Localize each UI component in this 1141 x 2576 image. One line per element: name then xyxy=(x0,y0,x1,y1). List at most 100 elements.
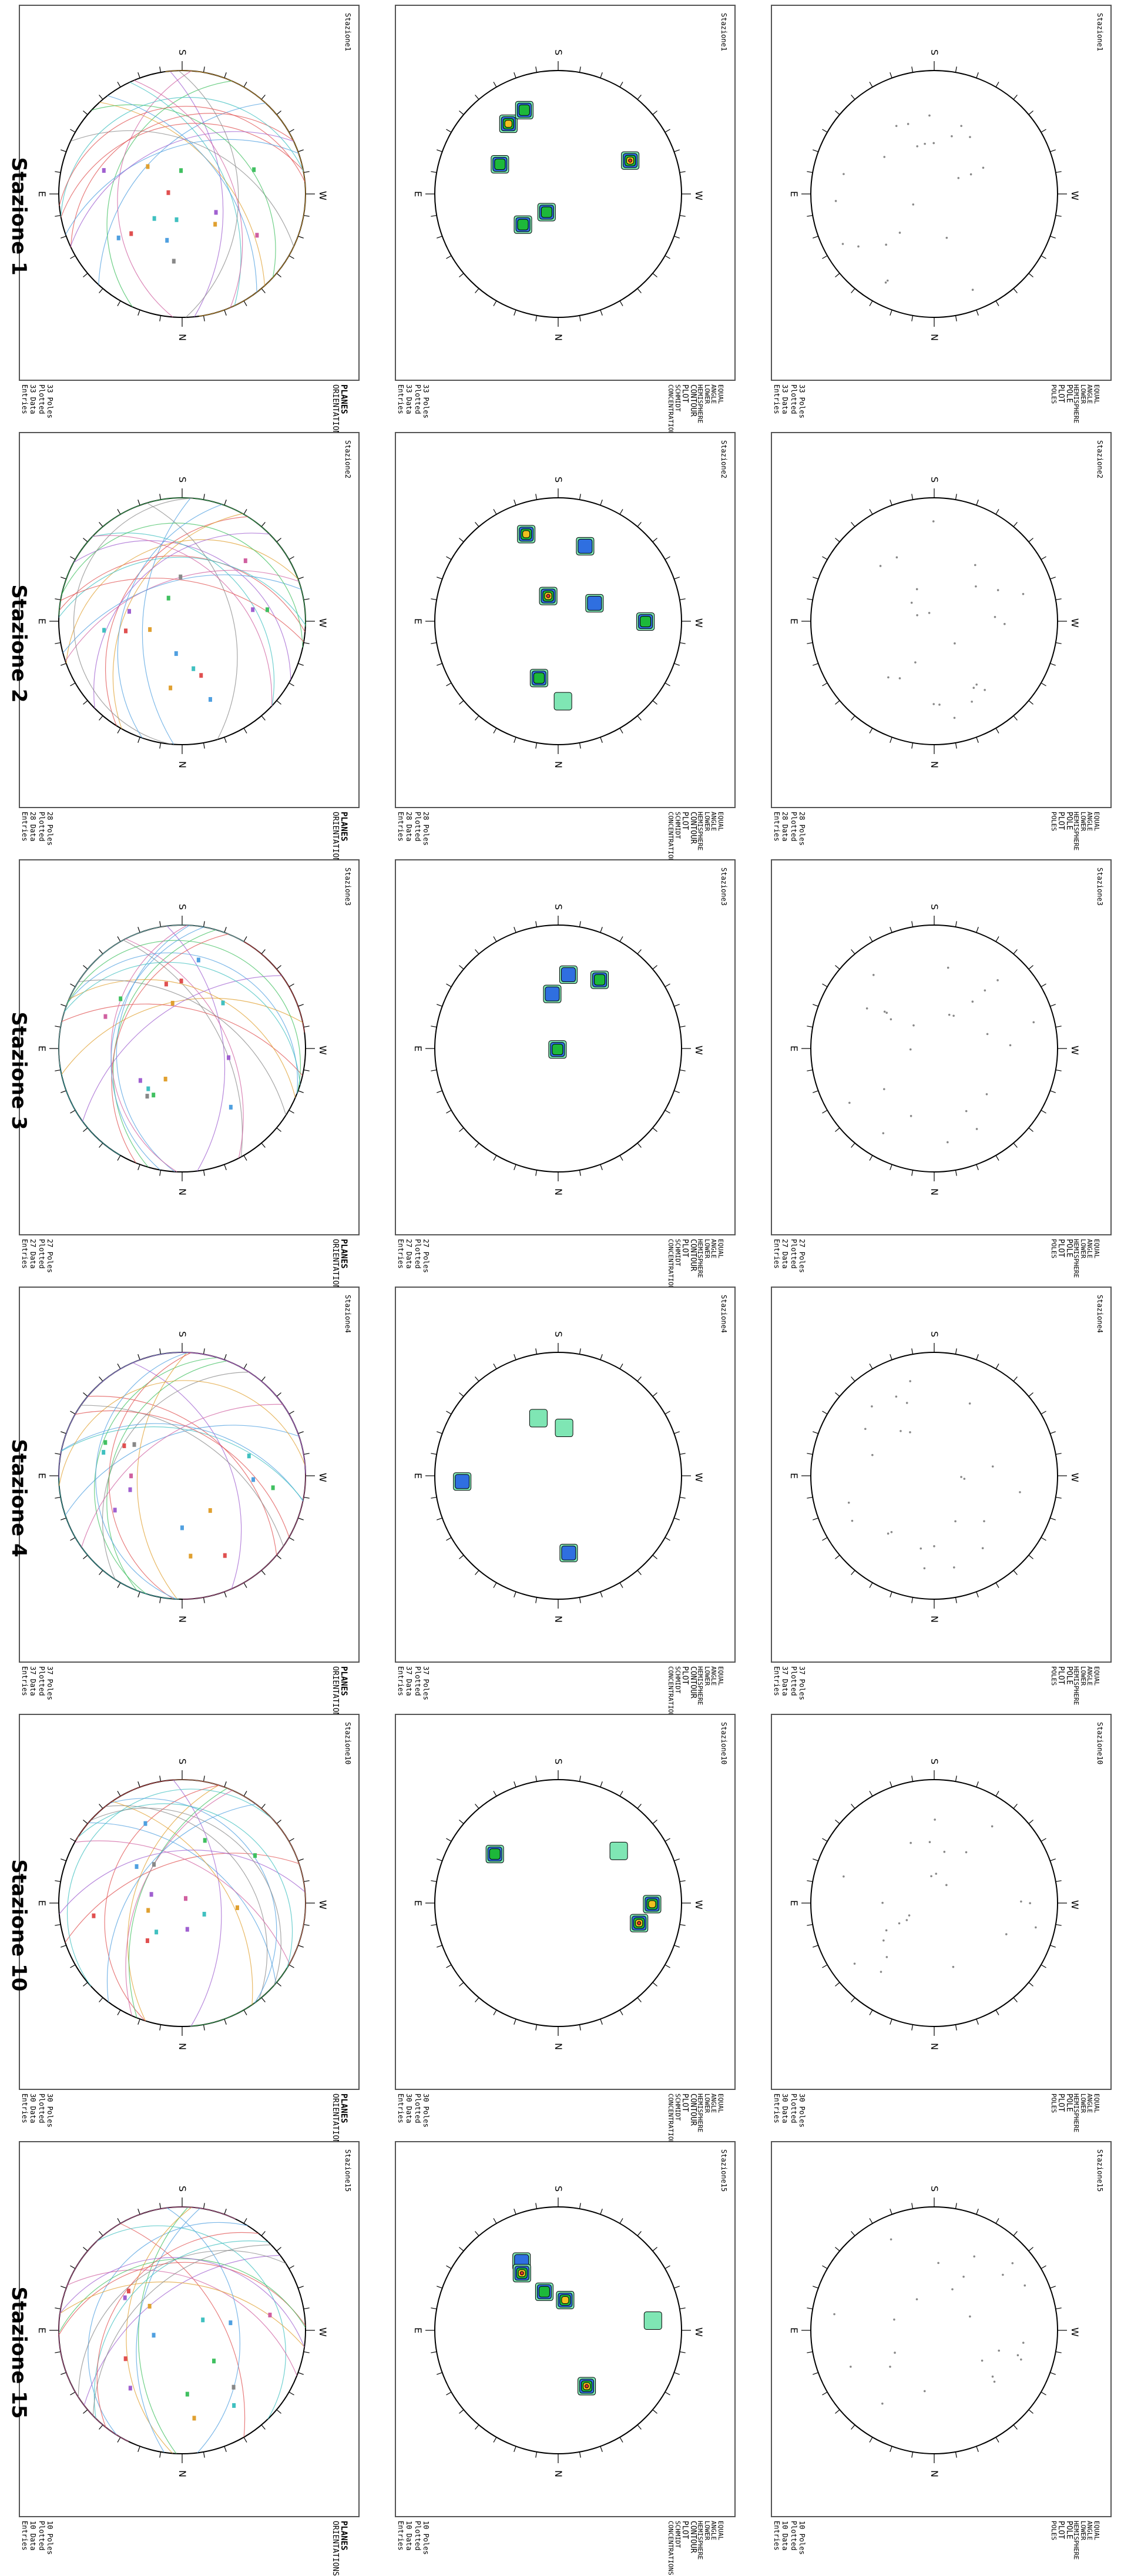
pole-point xyxy=(935,1872,938,1875)
planes-footer: 33 Poles Plotted 33 Data Entries xyxy=(20,384,54,426)
pole-point xyxy=(834,200,837,202)
pole-point xyxy=(1020,1900,1022,1903)
pole-panel: N S E W Stazione4 xyxy=(771,1287,1112,1663)
pole-point xyxy=(1023,2284,1026,2287)
compass-n-label: N xyxy=(177,2043,188,2050)
station-label: Stazione4 xyxy=(344,1295,352,1333)
pole-point xyxy=(984,689,986,691)
plane-pole-marker xyxy=(189,1553,193,1559)
compass-n-label: N xyxy=(929,334,940,341)
great-circle xyxy=(102,1372,250,1580)
contour-plot-line2: LOWER HEMISPHERE xyxy=(696,812,711,851)
pole-plot-line1: EQUAL ANGLE xyxy=(1086,384,1100,404)
compass-e-label: E xyxy=(36,191,48,197)
planes-plot-title: PLANES xyxy=(339,2093,348,2123)
pole-point xyxy=(885,1011,888,1014)
station-label: Stazione1 xyxy=(344,13,352,51)
contour-legend: EQUAL ANGLE LOWER HEMISPHERE CONTOUR PLOT S… xyxy=(667,384,724,439)
plane-pole-marker xyxy=(103,1014,108,1019)
pole-point xyxy=(843,173,845,175)
pole-footer: 28 Poles Plotted 28 Data Entries xyxy=(772,812,806,853)
great-circle xyxy=(66,940,301,1093)
poles-plotted: 37 Poles Plotted xyxy=(413,1666,430,1700)
great-circle xyxy=(125,1790,233,2016)
pole-point xyxy=(1005,1933,1008,1935)
pole-point xyxy=(895,125,898,128)
planes-panel: N S E W Stazione4 xyxy=(19,1287,360,1663)
station-label: Stazione15 xyxy=(1096,2149,1104,2192)
compass-w-label: W xyxy=(693,1900,704,1910)
great-circle xyxy=(75,1840,290,1964)
pole-plot-legend: POLES xyxy=(1049,2521,1058,2541)
poles-plotted: 27 Poles Plotted xyxy=(413,1239,430,1273)
pole-point xyxy=(1029,1902,1031,1905)
great-circle xyxy=(92,532,275,706)
plane-pole-marker xyxy=(152,2333,156,2338)
compass-e-label: E xyxy=(788,2327,800,2333)
great-circle xyxy=(58,924,244,1156)
great-circle xyxy=(59,555,306,632)
contour-region xyxy=(578,538,593,554)
pole-point xyxy=(1035,1926,1037,1929)
planes-stereonet: N S E W Stazione2 xyxy=(36,440,352,768)
contour-plot-sub1: SCHMIDT xyxy=(673,384,682,412)
compass-n-label: N xyxy=(553,334,564,341)
plane-pole-marker xyxy=(102,628,106,633)
planes-panel: N S E W Stazione1 xyxy=(19,5,360,381)
compass-s-label: S xyxy=(929,49,940,55)
plane-pole-marker xyxy=(129,231,133,236)
primitive-circle xyxy=(810,70,1058,318)
pole-stereonet: N S E W Stazione4 xyxy=(788,1295,1104,1623)
pole-legend: EQUAL ANGLE LOWER HEMISPHERE POLE PLOT POLE… xyxy=(1050,2521,1100,2562)
plane-pole-marker xyxy=(227,1055,231,1060)
pole-point xyxy=(910,1115,912,1117)
compass-s-label: S xyxy=(553,477,564,483)
compass-n-label: N xyxy=(177,761,188,768)
compass-s-label: S xyxy=(929,2186,940,2192)
plane-pole-marker xyxy=(268,2312,272,2317)
contour-region xyxy=(546,594,551,598)
pole-plot-legend: POLES xyxy=(1049,1666,1058,1686)
compass-e-label: E xyxy=(788,1473,800,1479)
pole-point xyxy=(890,1018,892,1021)
compass-w-label: W xyxy=(693,1046,704,1055)
contour-plot-sub2: CONCENTRATIONS xyxy=(666,2521,674,2575)
compass-e-label: E xyxy=(36,1473,48,1479)
compass-e-label: E xyxy=(412,1046,424,1051)
contour-plot-title: CONTOUR PLOT xyxy=(680,384,697,417)
pole-point xyxy=(881,2402,884,2405)
contour-plot-sub1: SCHMIDT xyxy=(673,812,682,839)
planes-plot-sub: ORIENTATIONS xyxy=(331,812,340,867)
great-circle xyxy=(61,1423,304,1502)
contour-footer: 33 Poles Plotted 33 Data Entries xyxy=(396,384,430,426)
data-entries: 10 Data Entries xyxy=(20,2521,38,2551)
plane-pole-marker xyxy=(214,210,218,215)
compass-s-label: S xyxy=(177,1758,188,1764)
plane-pole-marker xyxy=(152,1093,156,1098)
pole-point xyxy=(924,142,926,145)
plane-pole-marker xyxy=(146,164,150,169)
great-circle xyxy=(107,95,257,293)
plane-pole-marker xyxy=(147,2303,152,2309)
pole-point xyxy=(953,716,956,719)
plane-pole-marker xyxy=(123,2356,127,2361)
contour-region xyxy=(585,2384,589,2389)
plane-pole-marker xyxy=(199,673,203,678)
pole-point xyxy=(885,1956,888,1958)
pole-point xyxy=(848,1101,851,1104)
pole-point xyxy=(843,1875,845,1878)
pole-plot-title: POLE PLOT xyxy=(1056,2521,1073,2540)
pole-point xyxy=(1032,1021,1035,1024)
plane-pole-marker xyxy=(164,982,168,987)
great-circle xyxy=(78,979,287,1116)
compass-n-label: N xyxy=(177,2470,188,2477)
plane-pole-marker xyxy=(166,595,170,601)
compass-n-label: N xyxy=(929,1616,940,1623)
compass-e-label: E xyxy=(412,1900,424,1906)
pole-point xyxy=(833,2313,835,2316)
contour-region xyxy=(518,104,530,116)
pole-point xyxy=(865,1007,868,1010)
pole-panel: N S E W Stazione3 xyxy=(771,859,1112,1235)
plane-pole-marker xyxy=(202,1911,206,1917)
plane-pole-marker xyxy=(166,190,170,195)
